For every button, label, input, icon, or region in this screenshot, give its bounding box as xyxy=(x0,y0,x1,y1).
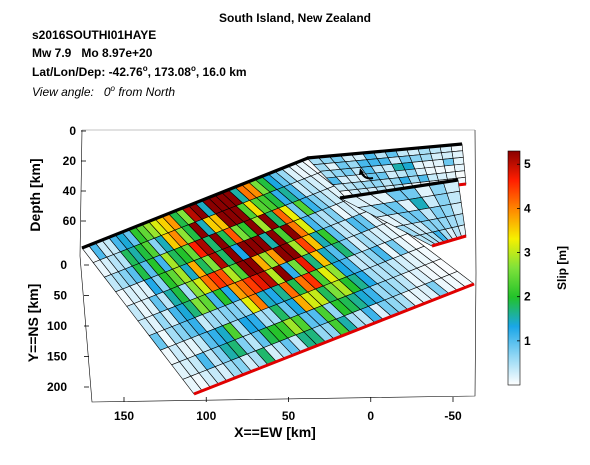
y-tick-label: 50 xyxy=(54,289,68,303)
slip-patch xyxy=(432,158,445,168)
x-tick-label: 100 xyxy=(196,409,216,423)
depth: 16.0 km xyxy=(202,65,247,79)
location-line: Lat/Lon/Dep: -42.76o, 173.08o, 16.0 km xyxy=(32,64,247,79)
seismic-moment: Mo 8.97e+20 xyxy=(81,46,153,60)
degree-mark: o xyxy=(110,84,115,93)
slip-patch xyxy=(419,153,433,162)
longitude: 173.08 xyxy=(154,65,191,79)
latitude: -42.76 xyxy=(108,65,143,79)
colorbar-tick-label: 5 xyxy=(524,157,531,171)
view-angle-label: View angle: xyxy=(32,85,94,99)
fault-plane-1 xyxy=(81,156,475,396)
depth-tick-label: 40 xyxy=(63,184,77,198)
x-tick-label: 150 xyxy=(114,409,134,423)
depth-axis-label: Depth [km] xyxy=(27,158,43,231)
x-tick-label: -50 xyxy=(444,409,462,423)
slip-patch xyxy=(434,165,447,175)
x-axis-label: X==EW [km] xyxy=(234,424,316,440)
colorbar-tick-label: 2 xyxy=(524,290,531,304)
colorbar: 1 2 3 4 5 Slip [m] xyxy=(507,150,569,386)
slip-patch xyxy=(445,171,457,180)
moment-magnitude: Mw 7.9 xyxy=(32,46,72,60)
slip-patch xyxy=(444,164,456,174)
epicenter-arrow xyxy=(359,168,364,175)
slip-patch xyxy=(430,152,444,161)
degree-mark: o xyxy=(142,64,148,73)
view-angle-suffix: from North xyxy=(118,85,176,99)
fault-surface-trace xyxy=(339,178,459,200)
fault-bottom-edge xyxy=(193,282,475,396)
depth-tick-label: 20 xyxy=(63,154,77,168)
fault-planes xyxy=(81,142,475,396)
slip-patch xyxy=(453,163,466,173)
axes-frame: 150 100 50 0 -50X==EW [km]050100150200Y==NS … xyxy=(25,124,477,440)
depth-tick-label: 0 xyxy=(69,124,76,138)
y-tick-label: 100 xyxy=(47,319,67,333)
slip-patch xyxy=(441,151,454,160)
degree-mark: o xyxy=(190,64,196,73)
slip-patch xyxy=(451,150,464,159)
slip-patch xyxy=(436,172,448,181)
axes-box-front xyxy=(79,129,477,403)
chart-title: South Island, New Zealand xyxy=(218,11,372,25)
fault-plane-3 xyxy=(339,178,467,248)
colorbar-tick-label: 1 xyxy=(524,334,531,348)
slip-patch xyxy=(452,156,465,166)
y-tick-label: 200 xyxy=(47,380,67,394)
view-angle-value: 0 xyxy=(103,85,111,99)
fault-surface-trace xyxy=(306,142,463,160)
slip-patch xyxy=(442,157,455,167)
colorbar-ramp xyxy=(507,150,521,386)
x-tick-label: 0 xyxy=(367,409,374,423)
colorbar-label: Slip [m] xyxy=(555,246,569,290)
x-tick-label: 50 xyxy=(282,409,296,423)
depth-tick-label: 60 xyxy=(63,214,77,228)
magnitude-line: Mw 7.9 Mo 8.97e+20 xyxy=(32,46,152,60)
y-axis-label: Y==NS [km] xyxy=(25,284,41,363)
view-angle-line: View angle: 0o from North xyxy=(32,84,175,99)
y-tick-label: 150 xyxy=(47,350,67,364)
y-tick-label: 0 xyxy=(60,258,67,272)
slip-patch xyxy=(454,170,466,179)
location-label: Lat/Lon/Dep: xyxy=(32,65,106,79)
fault-bottom-edge xyxy=(431,234,467,248)
event-id: s2016SOUTHI01HAYE xyxy=(32,28,157,42)
colorbar-tick-label: 4 xyxy=(524,201,531,215)
fault-surface-trace xyxy=(81,156,309,250)
colorbar-tick-label: 3 xyxy=(524,246,531,260)
